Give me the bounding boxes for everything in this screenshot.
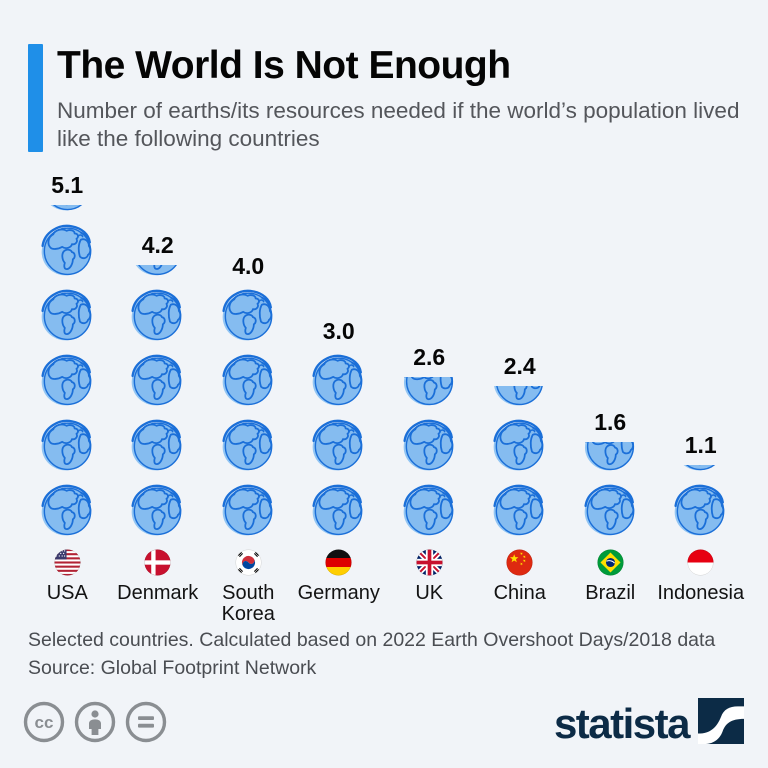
value-label: 4.2	[141, 232, 174, 258]
earth-icon	[310, 351, 367, 408]
country-label: China	[493, 582, 546, 604]
earth-icon	[220, 481, 277, 538]
indonesia-flag-icon	[687, 549, 714, 576]
header: The World Is Not Enough Number of earths…	[28, 44, 740, 152]
chart-column-denmark: 4.2 Denmark	[113, 168, 204, 625]
earth-icon	[39, 481, 96, 538]
partial-earth-icon	[401, 377, 458, 408]
earth-icon	[220, 416, 277, 473]
chart-column-usa: 5.1 USA	[22, 168, 113, 625]
earth-stack-germany: 3.0	[310, 168, 367, 538]
chart-column-china: 2.4 China	[475, 168, 566, 625]
cc-icon: cc	[22, 700, 66, 749]
earth-icon	[220, 351, 277, 408]
uk-flag-icon	[416, 549, 443, 576]
statista-wordmark: statista	[553, 699, 691, 747]
earth-icon	[401, 481, 458, 538]
earth-icon	[39, 416, 96, 473]
earth-stack-usa: 5.1	[39, 168, 96, 538]
country-label: South Korea	[221, 582, 275, 625]
usa-flag-icon	[54, 549, 81, 576]
country-label: Brazil	[585, 582, 636, 604]
partial-earth-icon	[672, 465, 729, 473]
chart-column-germany: 3.0 Germany	[294, 168, 385, 625]
earth-stack-brazil: 1.6	[582, 168, 639, 538]
earth-icon	[39, 286, 96, 343]
value-label: 5.1	[51, 172, 84, 198]
earth-stack-china: 2.4	[491, 168, 548, 538]
earth-icon	[491, 481, 548, 538]
chart-column-brazil: 1.6 Brazil	[565, 168, 656, 625]
chart-column-uk: 2.6 UK	[384, 168, 475, 625]
bottom-bar: cc statista	[22, 698, 744, 749]
footnote: Selected countries. Calculated based on …	[28, 627, 740, 682]
earth-stack-uk: 2.6	[401, 168, 458, 538]
header-text: The World Is Not Enough Number of earths…	[57, 44, 740, 152]
value-label: 3.0	[322, 318, 355, 344]
statista-swoosh-icon	[698, 698, 744, 749]
earth-icon	[491, 416, 548, 473]
earth-icon	[672, 481, 729, 538]
country-label: Denmark	[117, 582, 199, 604]
brazil-flag-icon	[597, 549, 624, 576]
value-label: 2.4	[503, 353, 536, 379]
attribution-icon	[73, 700, 117, 749]
license-icons: cc	[22, 700, 168, 749]
earth-icon	[129, 416, 186, 473]
earth-icon	[39, 221, 96, 278]
subtitle: Number of earths/its resources needed if…	[57, 98, 740, 151]
country-label: Indonesia	[657, 582, 745, 604]
value-label: 1.1	[684, 432, 717, 458]
svg-text:cc: cc	[35, 713, 54, 732]
country-label: UK	[415, 582, 444, 604]
partial-earth-icon	[491, 386, 548, 408]
earth-stack-indonesia: 1.1	[672, 168, 729, 538]
germany-flag-icon	[325, 549, 352, 576]
china-flag-icon	[506, 549, 533, 576]
value-label: 1.6	[594, 409, 627, 435]
country-label: Germany	[297, 582, 380, 604]
page-title: The World Is Not Enough	[57, 44, 511, 87]
country-label: USA	[46, 582, 88, 604]
partial-earth-icon	[129, 265, 186, 278]
earth-icon	[220, 286, 277, 343]
accent-bar	[28, 44, 43, 152]
value-label: 2.6	[413, 344, 446, 370]
chart-column-indonesia: 1.1 Indonesia	[656, 168, 747, 625]
pictogram-chart: 5.1 USA 4.2 Denmark 4.0 South Korea 3.0 Germany…	[0, 168, 768, 625]
earth-icon	[129, 351, 186, 408]
earth-icon	[401, 416, 458, 473]
south-korea-flag-icon	[235, 549, 262, 576]
chart-column-south-korea: 4.0 South Korea	[203, 168, 294, 625]
earth-icon	[310, 481, 367, 538]
footnote-source: Source: Global Footprint Network	[28, 656, 317, 679]
earth-icon	[129, 481, 186, 538]
earth-stack-denmark: 4.2	[129, 168, 186, 538]
value-label: 4.0	[232, 253, 265, 279]
no-derivatives-icon	[124, 700, 168, 749]
partial-earth-icon	[39, 205, 96, 213]
earth-stack-south-korea: 4.0	[220, 168, 277, 538]
earth-icon	[582, 481, 639, 538]
earth-icon	[129, 286, 186, 343]
statista-logo: statista	[554, 698, 744, 749]
earth-icon	[39, 351, 96, 408]
denmark-flag-icon	[144, 549, 171, 576]
partial-earth-icon	[582, 442, 639, 473]
footnote-note: Selected countries. Calculated based on …	[28, 629, 716, 651]
earth-icon	[310, 416, 367, 473]
